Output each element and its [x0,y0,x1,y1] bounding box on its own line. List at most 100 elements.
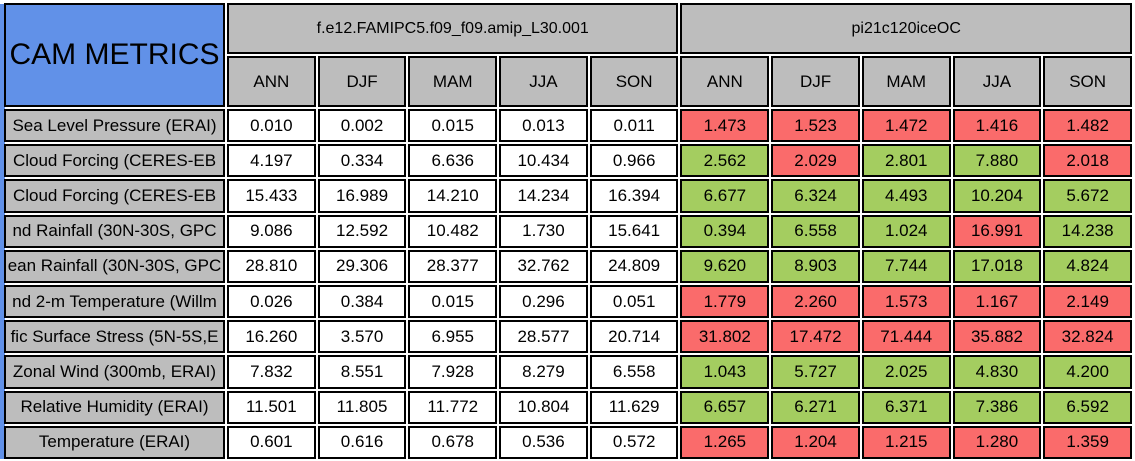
model2-value-cell: 5.727 [771,355,860,389]
model1-value-cell: 0.015 [408,285,498,319]
model2-value-cell: 16.991 [952,214,1042,248]
model2-value-cell: 4.824 [1043,249,1132,283]
model1-value-cell: 28.577 [499,320,588,354]
model1-value-cell: 0.536 [499,425,588,459]
model2-value-cell: 7.880 [952,144,1042,178]
model2-value-cell: 2.018 [1043,144,1132,178]
metric-label: Cloud Forcing (CERES-EB [4,179,225,213]
model1-value-cell: 1.730 [499,214,588,248]
model2-value-cell: 14.238 [1043,214,1132,248]
model2-value-cell: 6.677 [680,179,770,213]
season-header-jja: JJA [499,56,588,107]
model2-value-cell: 2.562 [680,144,770,178]
model2-value-cell: 1.043 [680,355,770,389]
model1-value-cell: 4.197 [227,144,316,178]
model2-value-cell: 1.573 [861,285,951,319]
model1-value-cell: 0.026 [227,285,316,319]
model2-value-cell: 6.592 [1043,390,1132,424]
model1-value-cell: 28.810 [227,249,316,283]
metric-label: nd Rainfall (30N-30S, GPC [4,214,225,248]
season-header-djf: DJF [771,56,860,107]
model2-value-cell: 6.324 [771,179,860,213]
model2-value-cell: 1.215 [861,425,951,459]
model1-value-cell: 0.051 [589,285,679,319]
metric-label: Cloud Forcing (CERES-EB [4,144,225,178]
model2-value-cell: 1.024 [861,214,951,248]
season-header-ann: ANN [227,56,316,107]
model2-value-cell: 1.523 [771,109,860,143]
table-title: CAM METRICS [4,3,225,107]
season-header-mam: MAM [861,56,951,107]
model2-value-cell: 9.620 [680,249,770,283]
model1-value-cell: 9.086 [227,214,316,248]
model2-value-cell: 1.359 [1043,425,1132,459]
model2-value-cell: 2.149 [1043,285,1132,319]
season-header-djf: DJF [317,56,407,107]
metric-label: Zonal Wind (300mb, ERAI) [4,355,225,389]
model1-value-cell: 29.306 [317,249,407,283]
model1-value-cell: 10.804 [499,390,588,424]
model2-value-cell: 7.744 [861,249,951,283]
model2-value-cell: 17.018 [952,249,1042,283]
metric-label: Relative Humidity (ERAI) [4,390,225,424]
model1-value-cell: 11.501 [227,390,316,424]
model1-value-cell: 16.260 [227,320,316,354]
season-header-son: SON [1043,56,1132,107]
model1-value-cell: 3.570 [317,320,407,354]
model1-value-cell: 10.482 [408,214,498,248]
model2-value-cell: 1.472 [861,109,951,143]
model2-value-cell: 4.830 [952,355,1042,389]
model1-value-cell: 0.601 [227,425,316,459]
model1-value-cell: 32.762 [499,249,588,283]
model2-value-cell: 4.493 [861,179,951,213]
model2-value-cell: 1.167 [952,285,1042,319]
model1-value-cell: 0.015 [408,109,498,143]
left-edge-strip [0,4,5,459]
model2-value-cell: 2.801 [861,144,951,178]
model2-value-cell: 1.473 [680,109,770,143]
model1-value-cell: 0.678 [408,425,498,459]
model2-value-cell: 1.280 [952,425,1042,459]
model1-value-cell: 11.629 [589,390,679,424]
model2-value-cell: 1.265 [680,425,770,459]
model1-value-cell: 15.433 [227,179,316,213]
model2-value-cell: 2.025 [861,355,951,389]
model2-value-cell: 31.802 [680,320,770,354]
model1-value-cell: 0.334 [317,144,407,178]
model1-value-cell: 11.805 [317,390,407,424]
season-header-son: SON [589,56,679,107]
model1-value-cell: 7.832 [227,355,316,389]
model1-value-cell: 14.210 [408,179,498,213]
model1-value-cell: 8.279 [499,355,588,389]
metric-label: ean Rainfall (30N-30S, GPC [4,249,225,283]
model2-value-cell: 17.472 [771,320,860,354]
metric-label: Sea Level Pressure (ERAI) [4,109,225,143]
season-header-ann: ANN [680,56,770,107]
model1-value-cell: 10.434 [499,144,588,178]
model1-value-cell: 6.636 [408,144,498,178]
model2-value-cell: 1.482 [1043,109,1132,143]
metric-label: Temperature (ERAI) [4,425,225,459]
model1-value-cell: 0.384 [317,285,407,319]
model2-value-cell: 35.882 [952,320,1042,354]
model2-value-cell: 6.558 [771,214,860,248]
model1-value-cell: 28.377 [408,249,498,283]
model2-value-cell: 7.386 [952,390,1042,424]
model2-value-cell: 8.903 [771,249,860,283]
model1-value-cell: 0.616 [317,425,407,459]
model2-value-cell: 6.371 [861,390,951,424]
model1-value-cell: 8.551 [317,355,407,389]
model1-value-cell: 11.772 [408,390,498,424]
model2-value-cell: 10.204 [952,179,1042,213]
metric-label: fic Surface Stress (5N-5S,E [4,320,225,354]
model1-value-cell: 6.955 [408,320,498,354]
model1-value-cell: 0.002 [317,109,407,143]
model1-value-cell: 0.013 [499,109,588,143]
season-header-jja: JJA [952,56,1042,107]
model1-value-cell: 0.572 [589,425,679,459]
metric-label: nd 2-m Temperature (Willm [4,285,225,319]
model2-value-cell: 4.200 [1043,355,1132,389]
model2-value-cell: 2.029 [771,144,860,178]
model2-value-cell: 6.657 [680,390,770,424]
